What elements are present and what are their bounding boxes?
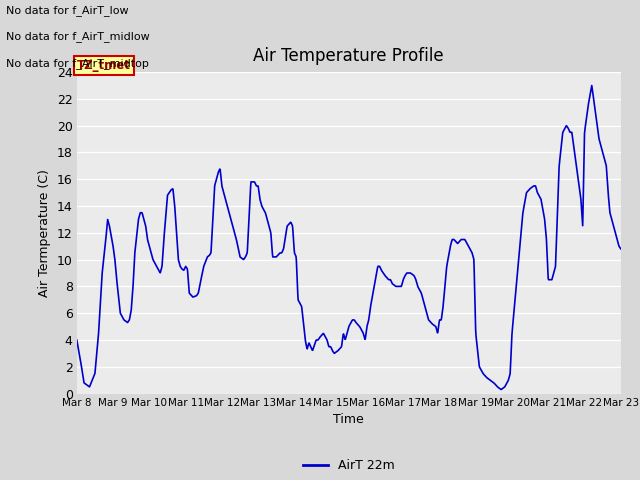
AirT 22m	[383, 274, 390, 280]
X-axis label: Time: Time	[333, 413, 364, 426]
Line: AirT 22m: AirT 22m	[77, 85, 621, 390]
AirT 22m	[73, 337, 81, 343]
Text: No data for f_AirT_midlow: No data for f_AirT_midlow	[6, 31, 150, 42]
AirT 22m	[588, 83, 596, 88]
AirT 22m	[137, 210, 145, 216]
AirT 22m	[325, 343, 333, 349]
Y-axis label: Air Termperature (C): Air Termperature (C)	[38, 169, 51, 297]
Title: Air Temperature Profile: Air Temperature Profile	[253, 47, 444, 65]
Legend: AirT 22m: AirT 22m	[298, 455, 399, 478]
AirT 22m	[315, 336, 323, 342]
Text: No data for f_AirT_low: No data for f_AirT_low	[6, 5, 129, 16]
AirT 22m	[304, 345, 312, 350]
Text: TZ_tmet: TZ_tmet	[77, 59, 131, 72]
AirT 22m	[497, 387, 505, 393]
Text: No data for f_AirT_midtop: No data for f_AirT_midtop	[6, 58, 149, 69]
AirT 22m	[617, 246, 625, 252]
AirT 22m	[115, 297, 123, 303]
